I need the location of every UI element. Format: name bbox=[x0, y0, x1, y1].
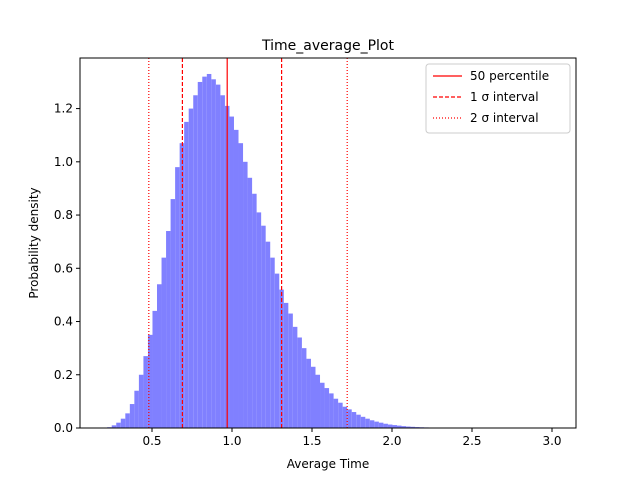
y-axis-ticks: 0.0 0.2 0.4 0.6 0.8 1.0 1.2 bbox=[54, 102, 80, 435]
x-tick-label: 2.5 bbox=[462, 434, 481, 448]
histogram-bar bbox=[406, 426, 411, 428]
x-axis-label: Average Time bbox=[287, 457, 369, 471]
histogram-bars bbox=[107, 73, 560, 429]
legend-label: 1 σ interval bbox=[470, 90, 539, 104]
histogram-bar bbox=[329, 393, 334, 428]
histogram-bar bbox=[392, 425, 397, 428]
histogram-bar bbox=[211, 79, 216, 428]
histogram-bar bbox=[338, 402, 343, 428]
x-tick-label: 2.0 bbox=[382, 434, 401, 448]
histogram-bar bbox=[342, 406, 348, 428]
histogram-bar bbox=[243, 161, 248, 429]
y-tick-label: 0.2 bbox=[54, 368, 73, 382]
histogram-bar bbox=[401, 426, 407, 428]
legend-label: 50 percentile bbox=[470, 69, 549, 83]
histogram-bar bbox=[365, 418, 370, 428]
histogram-bar bbox=[320, 382, 325, 428]
histogram-bar bbox=[374, 421, 379, 428]
x-tick-label: 3.0 bbox=[542, 434, 561, 448]
histogram-bar bbox=[347, 409, 352, 428]
histogram-bar bbox=[233, 129, 239, 429]
histogram-bar bbox=[396, 425, 402, 428]
y-tick-label: 1.2 bbox=[54, 102, 73, 116]
y-axis-label: Probability density bbox=[27, 187, 41, 298]
histogram-bar bbox=[161, 257, 167, 428]
histogram-bar bbox=[378, 422, 384, 428]
legend: 50 percentile 1 σ interval 2 σ interval bbox=[425, 63, 571, 134]
chart-title: Time_average_Plot bbox=[261, 38, 394, 54]
histogram-bar bbox=[120, 418, 126, 428]
legend-box bbox=[425, 63, 571, 134]
histogram-bar bbox=[188, 108, 194, 429]
histogram-bar bbox=[111, 425, 117, 428]
histogram-bar bbox=[261, 225, 266, 428]
histogram-bar bbox=[324, 388, 330, 428]
histogram-bar bbox=[125, 413, 130, 428]
histogram-bar bbox=[360, 416, 366, 428]
x-tick-label: 1.0 bbox=[222, 434, 241, 448]
histogram-bar bbox=[247, 177, 253, 428]
histogram-bar bbox=[197, 81, 203, 428]
x-axis-ticks: 0.5 1.0 1.5 2.0 2.5 3.0 bbox=[142, 428, 562, 448]
histogram-bar bbox=[387, 424, 393, 428]
histogram-bar bbox=[310, 366, 316, 428]
histogram-bar bbox=[157, 284, 162, 428]
histogram-bar bbox=[252, 193, 257, 428]
histogram-bar bbox=[351, 412, 357, 428]
histogram-bar bbox=[292, 326, 298, 428]
histogram-bar bbox=[265, 241, 271, 428]
histogram-bar bbox=[256, 212, 262, 428]
plot-frame bbox=[79, 57, 577, 429]
histogram-bar bbox=[333, 398, 339, 428]
histogram-bar bbox=[297, 337, 302, 428]
histogram-bar bbox=[229, 116, 234, 428]
histogram-bar bbox=[270, 257, 275, 428]
histogram-bar bbox=[283, 302, 289, 428]
histogram-bar bbox=[170, 199, 176, 428]
histogram-bar bbox=[147, 334, 153, 428]
histogram-bar bbox=[215, 84, 221, 428]
legend-label: 2 σ interval bbox=[470, 111, 539, 125]
histogram-bar bbox=[193, 95, 198, 429]
y-tick-label: 0.6 bbox=[54, 261, 73, 275]
histogram-bar bbox=[202, 76, 207, 429]
histogram-bar bbox=[143, 356, 148, 428]
histogram-bar bbox=[315, 374, 321, 428]
histogram-bar bbox=[220, 95, 225, 429]
histogram-bar bbox=[274, 273, 280, 428]
histogram-bar bbox=[238, 143, 244, 428]
histogram-bar bbox=[410, 426, 416, 428]
y-tick-label: 0.0 bbox=[54, 421, 73, 435]
histogram-bar bbox=[129, 404, 135, 428]
histogram-bar bbox=[301, 348, 307, 428]
histogram-bar bbox=[306, 358, 311, 428]
histogram-bar bbox=[152, 310, 158, 428]
histogram-bar bbox=[206, 73, 212, 428]
histogram-bar bbox=[179, 143, 185, 428]
y-tick-label: 0.4 bbox=[54, 315, 73, 329]
histogram-bar bbox=[175, 167, 180, 428]
histogram-bar bbox=[116, 422, 121, 428]
x-tick-label: 0.5 bbox=[142, 434, 161, 448]
reference-lines bbox=[148, 58, 348, 428]
histogram-bar bbox=[369, 420, 375, 428]
histogram-bar bbox=[356, 414, 361, 428]
histogram-bar bbox=[184, 121, 189, 429]
y-tick-label: 0.8 bbox=[54, 208, 73, 222]
histogram-bar bbox=[138, 374, 144, 428]
histogram-bar bbox=[383, 423, 388, 428]
histogram-bar bbox=[288, 313, 293, 428]
y-tick-label: 1.0 bbox=[54, 155, 73, 169]
histogram-bar bbox=[134, 390, 139, 428]
x-tick-label: 1.5 bbox=[302, 434, 321, 448]
histogram-bar bbox=[166, 231, 171, 428]
